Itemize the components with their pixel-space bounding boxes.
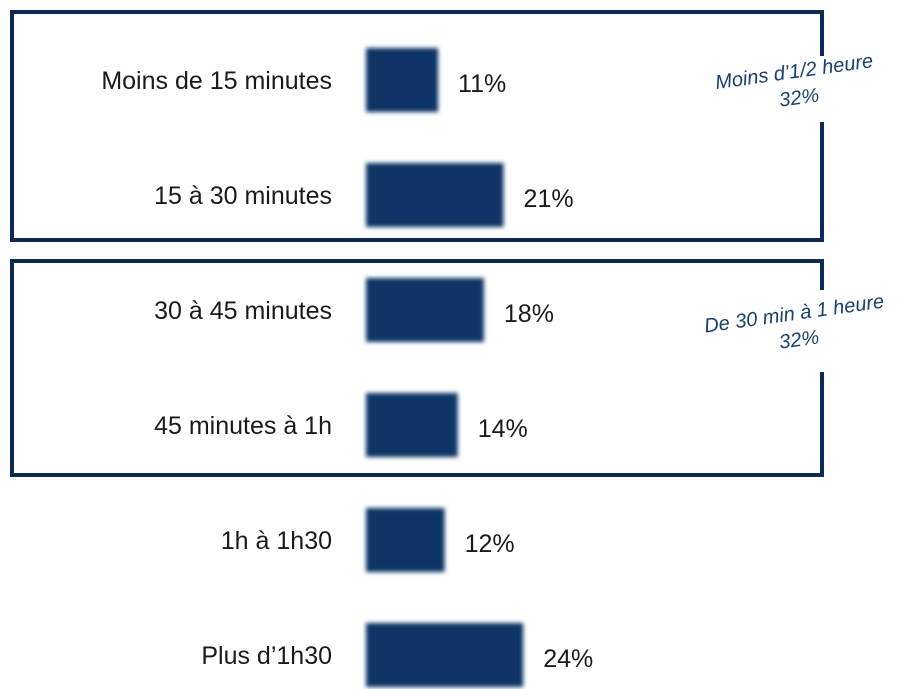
bar-5 [366,508,445,572]
group-frame-2 [10,259,824,477]
bar-4 [366,393,458,457]
bar-2 [366,163,504,227]
category-label-1: Moins de 15 minutes [101,67,332,95]
category-label-6: Plus d’1h30 [201,642,332,670]
value-label-3: 18% [504,300,554,328]
value-label-6: 24% [543,645,593,673]
category-label-3: 30 à 45 minutes [154,297,332,325]
bar-1 [366,48,439,112]
labels: Moins de 15 minutes 11% 15 à 30 minutes 21%… [101,50,885,673]
group-value-1: 32% [778,84,821,111]
value-label-1: 11% [458,70,506,98]
category-label-2: 15 à 30 minutes [154,182,332,210]
bar-3 [366,278,484,342]
group-frame-1 [10,10,824,242]
value-label-2: 21% [524,185,574,213]
value-label-4: 14% [478,415,528,443]
value-label-5: 12% [465,530,515,558]
category-label-4: 45 minutes à 1h [154,412,332,440]
group-value-2: 32% [778,326,821,353]
bars [366,48,524,687]
bar-6 [366,623,524,687]
group-frames [10,10,824,477]
category-label-5: 1h à 1h30 [221,527,332,555]
